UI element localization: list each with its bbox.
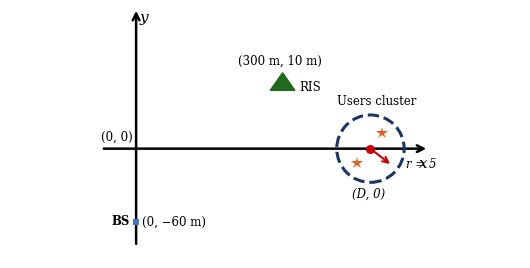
Text: (D, 0): (D, 0) [352, 188, 386, 201]
Text: RIS: RIS [299, 81, 321, 94]
Polygon shape [270, 73, 295, 90]
Text: Users cluster: Users cluster [337, 95, 416, 108]
Text: (0, −60 m): (0, −60 m) [142, 215, 206, 228]
Text: (0, 0): (0, 0) [101, 131, 132, 144]
Text: (300 m, 10 m): (300 m, 10 m) [238, 54, 322, 68]
Text: x: x [419, 157, 428, 172]
Text: r = 5: r = 5 [407, 158, 437, 171]
Text: BS: BS [112, 215, 130, 228]
Text: y: y [139, 11, 148, 25]
Bar [133, 219, 139, 225]
